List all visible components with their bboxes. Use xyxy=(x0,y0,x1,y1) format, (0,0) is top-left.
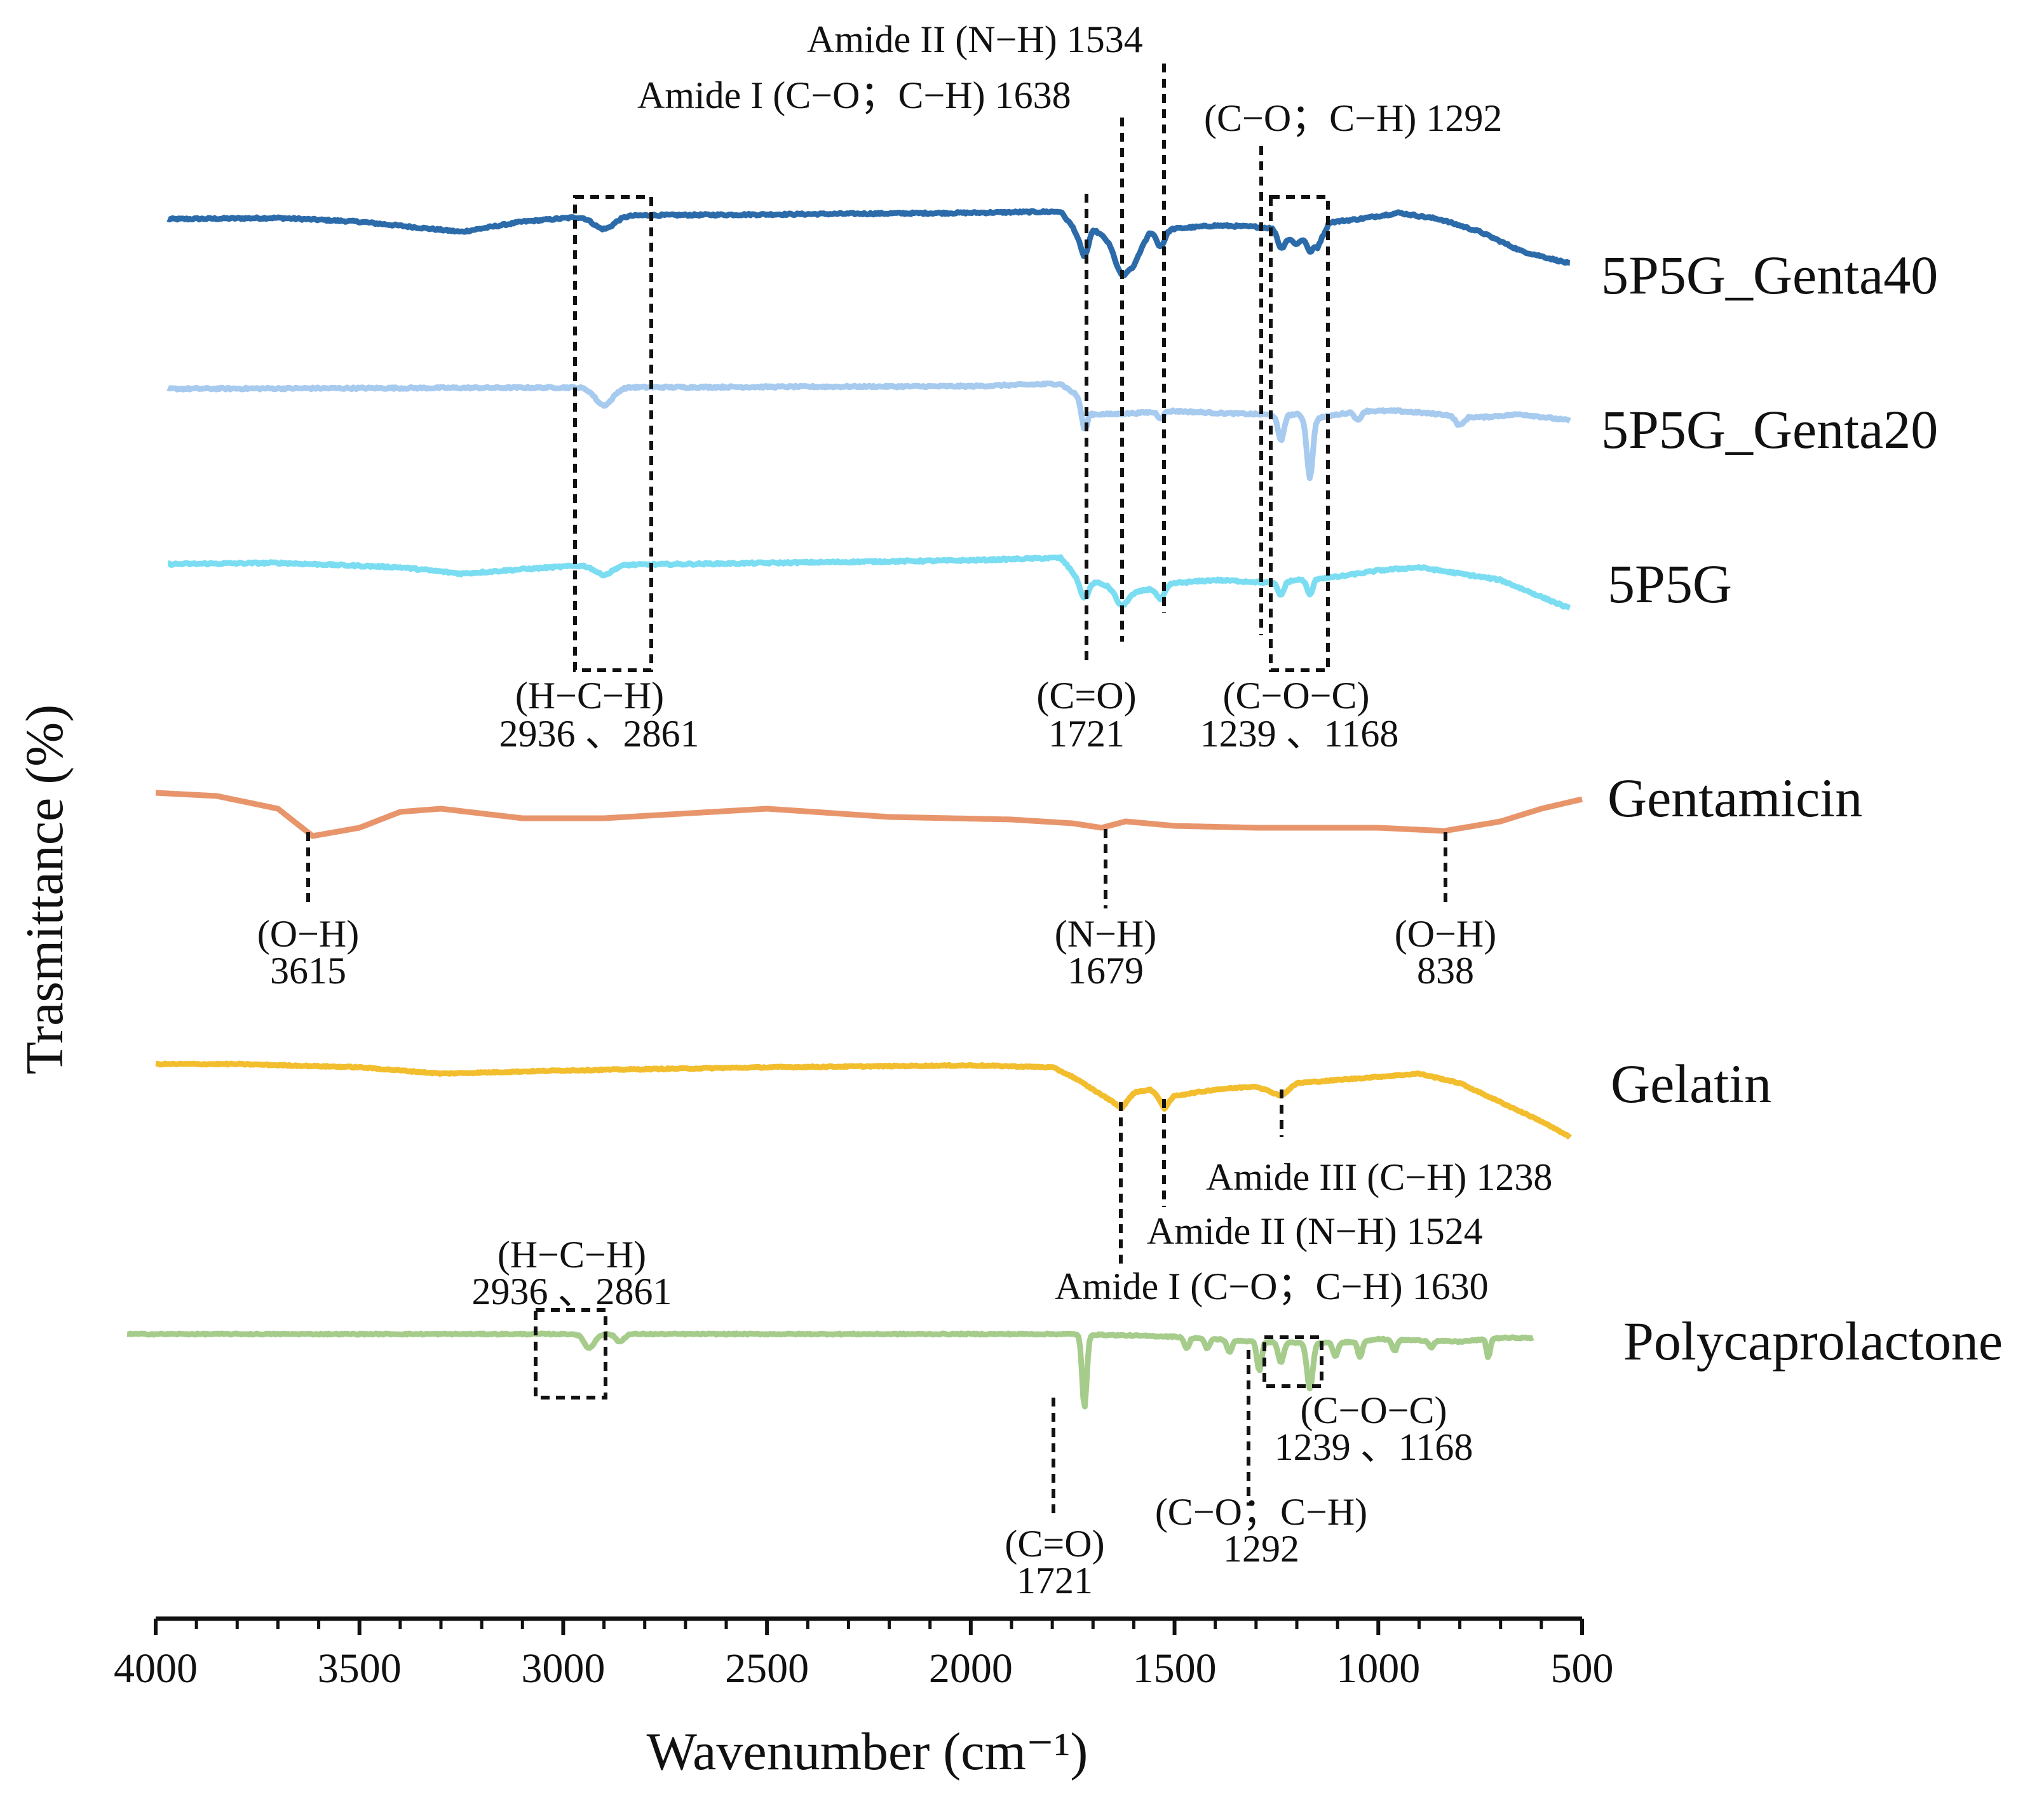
x-axis: 4000 3500 3000 2500 2000 1500 1000 500 Wavenumb… xyxy=(114,1616,1614,1781)
annotation-coc-top: (C−O−C) xyxy=(1222,675,1369,717)
series-label-5p5g-genta20: 5P5G_Genta20 xyxy=(1601,399,1938,460)
annotation-pcl-coc-values: 1239 、1168 xyxy=(1275,1426,1473,1468)
annotation-oh-3615-value: 3615 xyxy=(270,950,346,992)
series-labels: 5P5G_Genta40 5P5G_Genta20 5P5G Gentamici… xyxy=(1601,245,2003,1372)
guide-box-coc xyxy=(1269,195,1330,672)
annotation-nh-1679: (N−H) xyxy=(1055,913,1156,955)
x-tick-label: 1000 xyxy=(1336,1645,1420,1692)
annotation-amide-ii-1524: Amide II (N−H) 1524 xyxy=(1147,1210,1483,1252)
x-axis-label: Wavenumber (cm⁻¹) xyxy=(647,1722,1088,1781)
annotations: Amide II (N−H) 1534 Amide I (C−O；C−H) 16… xyxy=(257,18,1553,1602)
series-line-polycaprolactone xyxy=(126,1330,1535,1410)
x-tick-label: 500 xyxy=(1551,1645,1614,1692)
annotation-pcl-co-value: 1721 xyxy=(1017,1560,1093,1602)
guide-box-pcl-coc xyxy=(1262,1335,1323,1388)
annotation-pcl-hch: (H−C−H) xyxy=(497,1234,646,1276)
annotation-co-top: (C=O) xyxy=(1036,675,1136,717)
annotation-oh-3615: (O−H) xyxy=(257,913,359,955)
x-tick-label: 3000 xyxy=(521,1645,605,1692)
annotation-pcl-co-ch-value: 1292 xyxy=(1223,1528,1299,1570)
x-tick-label: 4000 xyxy=(114,1645,198,1692)
series-line-5p5g-genta20 xyxy=(166,380,1571,482)
annotation-pcl-hch-values: 2936 、2861 xyxy=(472,1271,672,1312)
annotation-pcl-co-ch: (C−O；C−H) xyxy=(1155,1491,1367,1533)
annotation-coc-top-values: 1239 、1168 xyxy=(1200,713,1399,755)
annotation-amide-i-1630: Amide I (C−O；C−H) 1630 xyxy=(1055,1265,1489,1307)
x-axis-major-ticks: 4000 3500 3000 2500 2000 1500 1000 500 xyxy=(114,1619,1614,1692)
series-line-5p5g xyxy=(166,554,1571,610)
series-group xyxy=(126,208,1583,1410)
annotation-hch-top-values: 2936 、2861 xyxy=(499,713,700,755)
annotation-oh-838: (O−H) xyxy=(1395,913,1496,955)
annotation-pcl-co: (C=O) xyxy=(1005,1523,1104,1565)
series-label-polycaprolactone: Polycaprolactone xyxy=(1623,1311,2003,1372)
series-label-5p5g-genta40: 5P5G_Genta40 xyxy=(1601,245,1938,306)
series-label-gentamicin: Gentamicin xyxy=(1607,767,1862,828)
guide-box-pcl-hch xyxy=(534,1308,607,1400)
annotation-amide-iii-1238: Amide III (C−H) 1238 xyxy=(1206,1156,1552,1198)
annotation-amide-ii-1534: Amide II (N−H) 1534 xyxy=(807,18,1143,60)
series-label-gelatin: Gelatin xyxy=(1611,1053,1771,1114)
guide-box-hch xyxy=(573,195,653,672)
annotation-amide-i-1638: Amide I (C−O；C−H) 1638 xyxy=(637,74,1071,116)
guide-marks xyxy=(306,64,1447,1518)
series-label-5p5g: 5P5G xyxy=(1607,553,1732,614)
y-axis-label: Trasmittance (%) xyxy=(15,705,74,1074)
annotation-co-ch-1292: (C−O；C−H) 1292 xyxy=(1204,97,1502,139)
annotation-hch-top: (H−C−H) xyxy=(515,675,664,717)
x-axis-minor-ticks xyxy=(194,1619,1543,1629)
series-line-gelatin xyxy=(154,1060,1572,1140)
x-tick-label: 2000 xyxy=(929,1645,1013,1692)
x-tick-label: 1500 xyxy=(1133,1645,1217,1692)
series-line-gentamicin xyxy=(154,790,1583,839)
x-tick-label: 3500 xyxy=(318,1645,402,1692)
annotation-oh-838-value: 838 xyxy=(1417,950,1474,992)
annotation-nh-1679-value: 1679 xyxy=(1067,950,1144,992)
annotation-co-top-value: 1721 xyxy=(1048,713,1125,755)
series-line-5p5g-genta40 xyxy=(166,208,1571,279)
x-tick-label: 2500 xyxy=(725,1645,809,1692)
annotation-pcl-coc: (C−O−C) xyxy=(1300,1389,1447,1431)
